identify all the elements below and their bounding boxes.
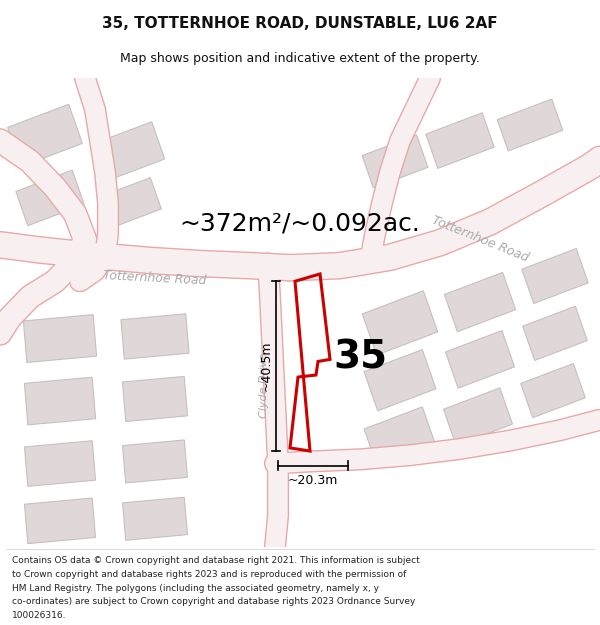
Polygon shape — [95, 122, 164, 181]
Polygon shape — [121, 314, 189, 359]
Polygon shape — [122, 440, 187, 483]
Text: ~40.5m: ~40.5m — [260, 341, 272, 391]
Polygon shape — [364, 349, 436, 411]
Text: Totternhoe Road: Totternhoe Road — [103, 269, 207, 288]
Polygon shape — [445, 272, 515, 332]
Text: ~20.3m: ~20.3m — [288, 474, 338, 487]
Polygon shape — [25, 378, 95, 425]
Polygon shape — [98, 177, 161, 229]
Polygon shape — [362, 135, 428, 188]
Polygon shape — [445, 331, 515, 388]
Polygon shape — [25, 498, 95, 544]
Polygon shape — [521, 364, 585, 418]
Polygon shape — [497, 99, 563, 151]
Text: ~372m²/~0.092ac.: ~372m²/~0.092ac. — [179, 212, 421, 236]
Text: Clyde Drive: Clyde Drive — [259, 353, 269, 418]
Polygon shape — [8, 104, 82, 167]
Polygon shape — [523, 306, 587, 361]
Text: to Crown copyright and database rights 2023 and is reproduced with the permissio: to Crown copyright and database rights 2… — [12, 570, 406, 579]
Text: 35: 35 — [333, 338, 387, 376]
Polygon shape — [362, 291, 438, 355]
Text: Contains OS data © Crown copyright and database right 2021. This information is : Contains OS data © Crown copyright and d… — [12, 556, 420, 565]
Polygon shape — [364, 407, 436, 468]
Text: Map shows position and indicative extent of the property.: Map shows position and indicative extent… — [120, 52, 480, 65]
Text: HM Land Registry. The polygons (including the associated geometry, namely x, y: HM Land Registry. The polygons (includin… — [12, 584, 379, 592]
Text: 35, TOTTERNHOE ROAD, DUNSTABLE, LU6 2AF: 35, TOTTERNHOE ROAD, DUNSTABLE, LU6 2AF — [102, 16, 498, 31]
Polygon shape — [23, 314, 97, 362]
Polygon shape — [522, 249, 588, 304]
Polygon shape — [25, 441, 95, 486]
Text: co-ordinates) are subject to Crown copyright and database rights 2023 Ordnance S: co-ordinates) are subject to Crown copyr… — [12, 598, 415, 606]
Text: 100026316.: 100026316. — [12, 611, 67, 620]
Polygon shape — [122, 376, 188, 421]
Polygon shape — [122, 498, 187, 540]
Text: Totternhoe Road: Totternhoe Road — [430, 214, 530, 265]
Polygon shape — [16, 170, 84, 226]
Polygon shape — [426, 112, 494, 169]
Polygon shape — [443, 388, 512, 446]
